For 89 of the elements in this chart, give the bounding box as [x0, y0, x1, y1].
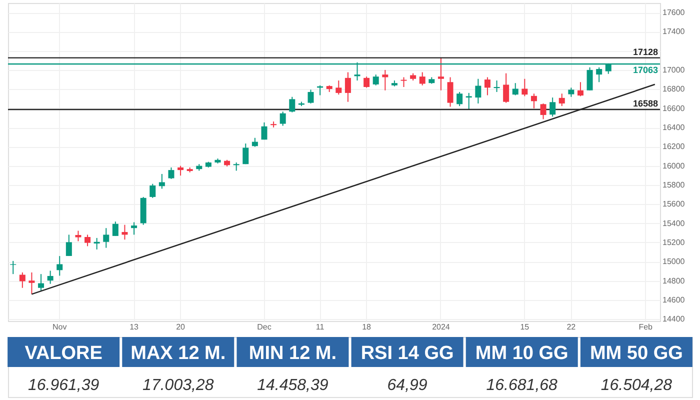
x-tick-label: Dec: [257, 322, 272, 332]
candlestick: [66, 234, 72, 256]
candlestick: [103, 228, 110, 248]
y-tick-label: 14400: [662, 314, 686, 324]
candlestick: [382, 69, 388, 91]
y-tick-label: 17000: [662, 66, 686, 75]
y-tick-label: 15000: [662, 257, 686, 266]
candlestick: [466, 92, 472, 110]
candlestick: [308, 89, 314, 104]
x-tick-label: Feb: [638, 322, 654, 332]
candlestick: [419, 72, 426, 86]
candlestick: [447, 76, 454, 108]
candlestick: [158, 173, 165, 190]
candlestick: [122, 224, 128, 240]
category-label: RSI 14 GG: [360, 343, 454, 364]
y-tick-label: 15400: [662, 218, 686, 228]
candlestick: [19, 272, 26, 288]
candlestick: [112, 221, 118, 236]
candlestick: [336, 80, 342, 96]
text: 16.681,68: [486, 377, 558, 394]
ref-line-label: 16588: [632, 98, 658, 109]
candlestick: [38, 274, 44, 291]
candlestick: [150, 183, 156, 198]
candlestick: [475, 78, 482, 104]
category-label: MAX 12 M.: [130, 343, 226, 364]
category-label: MM 50 GG: [590, 343, 683, 364]
y-tick-label: 17400: [662, 27, 686, 36]
candlestick: [280, 111, 286, 126]
candlestick: [344, 72, 351, 102]
candlestick: [242, 143, 249, 165]
x-tick-label: Nov: [52, 322, 67, 332]
x-tick-label: 15: [520, 322, 530, 332]
candlestick: [178, 165, 184, 176]
candlestick: [596, 66, 602, 83]
y-tick-label: 17600: [662, 8, 686, 18]
ref-line-label: 17063: [632, 65, 658, 76]
text: 16.961,39: [28, 377, 100, 394]
x-tick-label: 13: [130, 322, 140, 332]
candlestick: [289, 96, 296, 113]
y-tick-label: 15800: [662, 180, 686, 190]
text: 17.003,28: [142, 377, 214, 394]
y-tick-label: 16800: [662, 84, 686, 94]
candlestick: [168, 166, 174, 180]
y-tick-label: 14800: [662, 276, 686, 286]
candlestick: [400, 76, 407, 88]
candlestick: [484, 76, 490, 96]
text: 64,99: [387, 377, 428, 394]
candlestick: [568, 87, 574, 98]
x-tick-label: 22: [566, 322, 576, 332]
candlestick: [47, 270, 54, 284]
candlestick: [56, 256, 63, 276]
y-tick-label: 16400: [662, 123, 686, 132]
candlestick: [438, 57, 444, 91]
candlestick: [494, 80, 500, 92]
y-tick-label: 16600: [662, 104, 686, 113]
candlestick: [75, 230, 82, 242]
x-tick-label: 11: [316, 322, 325, 332]
candlestick: [577, 82, 584, 97]
x-tick-label: 18: [362, 322, 372, 332]
category-label: MIN 12 M.: [248, 343, 337, 364]
candlestick: [28, 272, 35, 295]
y-tick-label: 16000: [662, 161, 686, 170]
candlestick: [503, 72, 510, 104]
candlestick: [10, 260, 16, 275]
candlestick: [131, 222, 138, 236]
category-label: MM 10 GG: [475, 343, 568, 364]
y-tick-label: 15600: [662, 200, 686, 209]
ref-line-label: 17128: [632, 46, 658, 57]
text: 16.504,28: [600, 377, 672, 394]
candlestick: [84, 234, 91, 247]
candlestick: [558, 93, 565, 107]
candlestick: [540, 102, 546, 120]
candlestick: [261, 122, 268, 140]
y-tick-label: 14600: [662, 295, 686, 304]
category-label: VALORE: [24, 343, 102, 364]
y-tick-label: 16200: [662, 142, 686, 152]
y-tick-label: 15200: [662, 238, 686, 247]
candlestick: [364, 76, 370, 88]
candlestick: [456, 91, 463, 107]
candlestick: [530, 93, 537, 109]
x-tick-label: 20: [176, 322, 186, 332]
candlestick: [522, 78, 528, 97]
candlestick: [94, 237, 100, 250]
x-tick-label: 2024: [432, 322, 450, 332]
candlestick: [550, 97, 556, 118]
candlestick: [586, 66, 593, 91]
candlestick: [372, 74, 379, 86]
text: 14.458,39: [257, 377, 328, 394]
candlestick: [512, 82, 518, 96]
